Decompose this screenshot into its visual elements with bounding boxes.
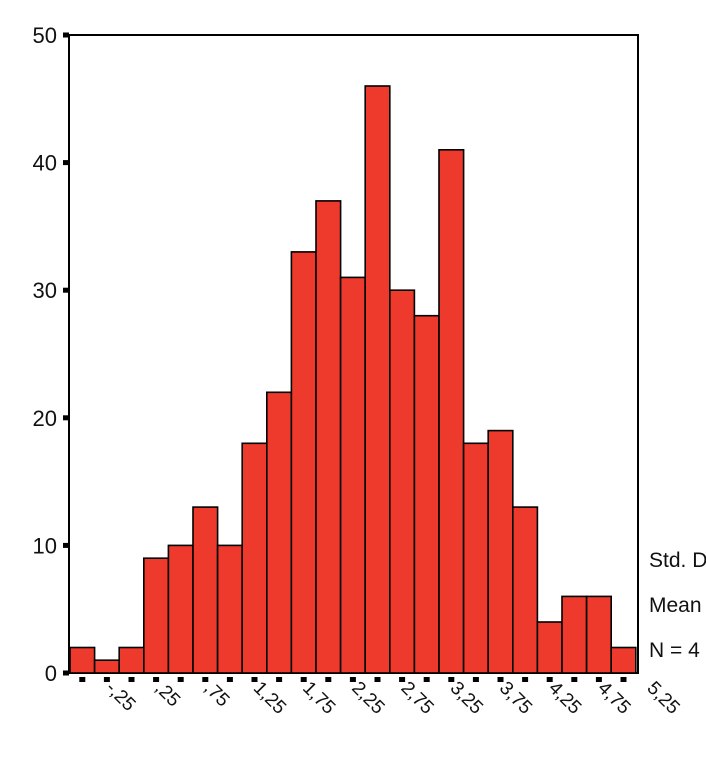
xtick-4	[177, 677, 184, 682]
xtick-21	[595, 677, 602, 682]
bar-0	[69, 646, 96, 674]
bar-1	[93, 659, 120, 674]
bar-6	[216, 544, 244, 674]
bar-3	[143, 557, 170, 674]
xtick-5	[202, 677, 209, 682]
stats-legend: Std. D Mean N = 4	[649, 549, 706, 662]
xtick-11	[349, 677, 356, 682]
xtick-label-4: 1,75	[298, 678, 339, 719]
xtick-2	[128, 677, 135, 682]
xtick-label-8: 3,75	[495, 678, 536, 719]
xtick-label-9: 4,25	[544, 678, 585, 719]
xtick-17	[497, 677, 504, 682]
xtick-14	[423, 677, 430, 682]
xtick-19	[546, 677, 553, 682]
xtick-15	[448, 677, 455, 682]
bar-12	[364, 85, 391, 674]
y-axis: 0 10 20 30 40 50	[33, 23, 69, 686]
xtick-10	[325, 677, 332, 682]
bar-20	[561, 595, 588, 674]
xtick-label-3: 1,25	[249, 678, 290, 719]
bar-5	[192, 506, 219, 674]
bar-19	[536, 621, 563, 674]
bar-15	[438, 149, 465, 674]
ytick-10	[63, 542, 69, 548]
stat-mean: Mean	[649, 594, 702, 617]
stat-std-dev: Std. D	[649, 549, 706, 572]
ytick-label-0: 0	[45, 661, 57, 686]
bars-group	[69, 85, 637, 674]
bar-9	[290, 251, 317, 674]
ytick-20	[63, 415, 69, 421]
xtick-label-2: ,75	[200, 678, 234, 712]
bar-10	[315, 200, 342, 674]
xtick-7	[251, 677, 258, 682]
bar-11	[339, 276, 367, 674]
ytick-50	[63, 32, 69, 38]
stat-n: N = 4	[649, 639, 700, 662]
bar-14	[413, 314, 440, 674]
xtick-label-7: 3,25	[446, 678, 487, 719]
xtick-12	[374, 677, 381, 682]
bar-4	[167, 544, 194, 674]
bar-18	[511, 506, 539, 674]
bar-17	[487, 429, 514, 674]
ytick-40	[63, 160, 69, 166]
ytick-30	[63, 287, 69, 293]
xtick-label-1: ,25	[151, 678, 185, 712]
xtick-3	[153, 677, 160, 682]
xtick-13	[399, 677, 406, 682]
xtick-22	[620, 677, 627, 682]
bar-16	[462, 442, 490, 674]
bar-7	[241, 442, 268, 674]
xtick-8	[276, 677, 283, 682]
ytick-label-40: 40	[33, 151, 57, 176]
bar-22	[610, 646, 637, 674]
ytick-label-30: 30	[33, 278, 57, 303]
xtick-label-10: 4,75	[593, 678, 634, 719]
xtick-label-5: 2,25	[347, 678, 388, 719]
xtick-6	[226, 677, 233, 682]
xtick-0	[79, 677, 86, 682]
x-axis: -,25 ,25 ,75 1,25 1,75 2,25 2,75 3,25 3,75 4,25 4,…	[79, 677, 684, 719]
ytick-label-50: 50	[33, 23, 57, 48]
xtick-1	[103, 677, 110, 682]
xtick-20	[571, 677, 578, 682]
xtick-label-6: 2,75	[397, 678, 438, 719]
xtick-16	[472, 677, 479, 682]
bar-2	[118, 646, 145, 674]
bar-13	[388, 289, 416, 674]
ytick-0	[63, 670, 69, 676]
ytick-label-10: 10	[33, 533, 57, 558]
ytick-label-20: 20	[33, 406, 57, 431]
xtick-label-0: -,25	[101, 678, 139, 716]
xtick-9	[300, 677, 307, 682]
xtick-label-11: 5,25	[643, 678, 684, 719]
bar-21	[585, 595, 612, 674]
bar-8	[265, 391, 293, 674]
xtick-18	[522, 677, 529, 682]
